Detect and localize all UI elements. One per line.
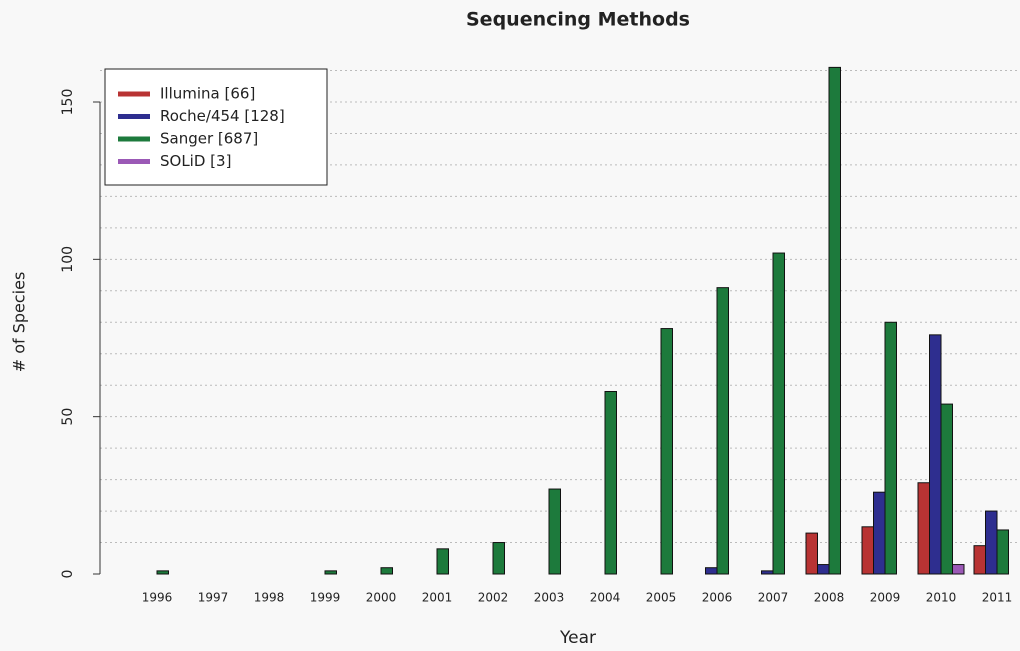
bar xyxy=(380,567,393,575)
x-tick-label: 2006 xyxy=(702,591,733,605)
y-axis-label: # of Species xyxy=(10,272,29,373)
bar xyxy=(985,510,998,575)
x-tick-label: 2007 xyxy=(758,591,789,605)
bar xyxy=(917,482,930,575)
legend: Illumina [66] Roche/454 [128] Sanger [687]… xyxy=(104,68,328,186)
bar xyxy=(940,403,953,575)
y-tick-label: 100 xyxy=(60,246,76,273)
x-tick-label: 2005 xyxy=(646,591,677,605)
bar xyxy=(761,570,774,575)
x-tick-label: 1999 xyxy=(310,591,341,605)
x-tick-label: 2008 xyxy=(814,591,845,605)
legend-label: Illumina [66] xyxy=(160,85,255,103)
bar xyxy=(861,526,874,575)
bar xyxy=(952,564,965,575)
bar xyxy=(884,321,897,575)
x-tick-label: 1996 xyxy=(142,591,173,605)
x-tick-label: 2002 xyxy=(478,591,509,605)
y-tick-label: 50 xyxy=(60,408,76,426)
x-axis-label: Year xyxy=(559,628,596,648)
x-tick-label: 2009 xyxy=(870,591,901,605)
chart-title: Sequencing Methods xyxy=(466,9,690,31)
bar xyxy=(660,328,673,575)
bar xyxy=(873,491,886,575)
x-tick-label: 2004 xyxy=(590,591,621,605)
bar xyxy=(156,570,169,575)
bar xyxy=(324,570,337,575)
bar xyxy=(828,66,841,575)
y-tick-label: 150 xyxy=(60,89,76,116)
x-tick-label: 2003 xyxy=(534,591,565,605)
bar xyxy=(973,545,986,575)
x-tick-label: 2010 xyxy=(926,591,957,605)
x-tick-label: 1998 xyxy=(254,591,285,605)
bar xyxy=(705,567,718,575)
x-tick-label: 2001 xyxy=(422,591,453,605)
bar xyxy=(996,529,1009,575)
x-tick-label: 2011 xyxy=(982,591,1013,605)
legend-label: Roche/454 [128] xyxy=(160,107,285,125)
bar xyxy=(548,488,561,575)
x-tick-label: 1997 xyxy=(198,591,229,605)
legend-label: SOLiD [3] xyxy=(160,152,231,170)
bar xyxy=(805,532,818,575)
x-tick-label: 2000 xyxy=(366,591,397,605)
bar xyxy=(772,252,785,575)
y-tick-label: 0 xyxy=(60,570,76,579)
bar xyxy=(492,542,505,575)
bar xyxy=(604,390,617,575)
bar xyxy=(929,334,942,575)
legend-label: Sanger [687] xyxy=(160,130,258,148)
bar xyxy=(436,548,449,575)
legend-box xyxy=(104,68,328,186)
bar xyxy=(817,564,830,575)
bar xyxy=(716,287,729,575)
